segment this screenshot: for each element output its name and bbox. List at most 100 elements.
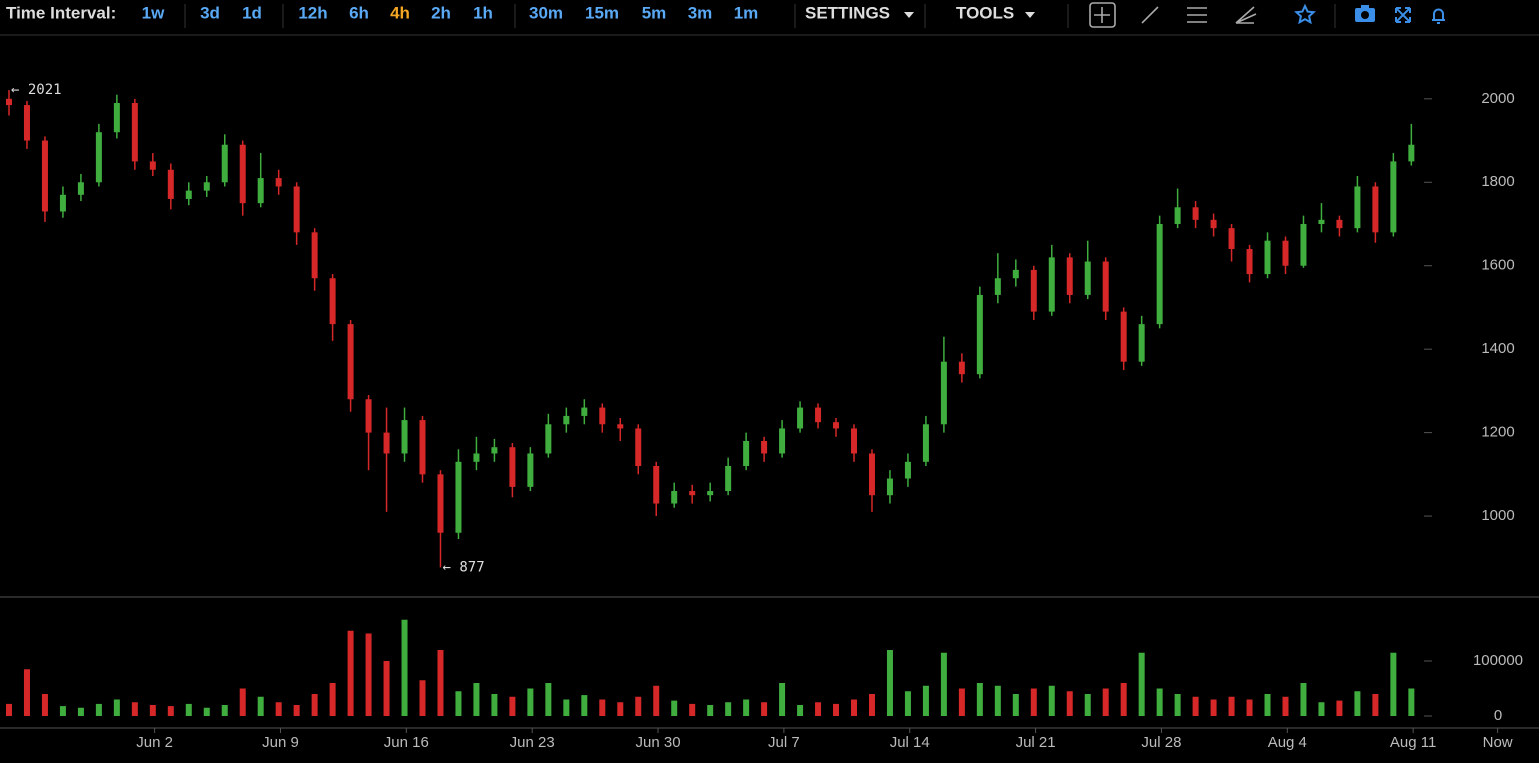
candle-body	[545, 424, 552, 454]
candle-body	[1120, 311, 1127, 362]
fullscreen-icon[interactable]	[1395, 7, 1411, 23]
volume-bar	[419, 680, 426, 717]
volume-bar	[635, 696, 642, 717]
candle-body	[131, 103, 138, 162]
volume-bar	[815, 702, 822, 717]
volume-bar	[1300, 682, 1307, 717]
volume-bar	[5, 703, 12, 717]
candle-body	[1408, 144, 1415, 162]
volume-bar	[1192, 696, 1199, 717]
interval-button[interactable]: 1d	[242, 3, 262, 22]
y-tick-label: 1000	[1481, 507, 1514, 524]
camera-icon[interactable]	[1355, 5, 1375, 22]
favorite-icon[interactable]	[1294, 3, 1316, 25]
interval-button[interactable]: 30m	[529, 3, 563, 22]
interval-button[interactable]: 15m	[585, 3, 619, 22]
volume-bar	[329, 682, 336, 717]
x-tick-label: Jun 9	[262, 734, 299, 751]
x-tick-label: Jul 28	[1141, 734, 1181, 751]
candle-body	[1030, 269, 1037, 312]
interval-button[interactable]: 3d	[200, 3, 220, 22]
interval-button[interactable]: 12h	[298, 3, 327, 22]
candle-body	[599, 407, 606, 425]
volume-bar	[563, 699, 570, 717]
crosshair-icon[interactable]	[1094, 7, 1110, 23]
volume-bar	[275, 702, 282, 717]
candle-body	[1282, 240, 1289, 266]
volume-bar	[527, 688, 534, 717]
candle-body	[635, 428, 642, 466]
volume-bar	[617, 702, 624, 717]
y-tick-label: 1800	[1481, 173, 1514, 190]
volume-bar	[41, 694, 48, 717]
candle-body	[23, 105, 30, 141]
candle-body	[1372, 186, 1379, 233]
interval-button[interactable]: 1w	[142, 3, 165, 22]
interval-button[interactable]: 5m	[642, 3, 667, 22]
candle-body	[275, 178, 282, 187]
line-tool[interactable]	[1141, 6, 1159, 24]
interval-button[interactable]: 3m	[688, 3, 713, 22]
volume-bar	[1408, 688, 1415, 717]
x-tick-label: Aug 4	[1268, 734, 1307, 751]
candle-body	[311, 232, 318, 279]
volume-bar	[868, 694, 875, 717]
menu-button[interactable]: SETTINGS	[805, 3, 890, 22]
volume-bar	[293, 705, 300, 717]
volume-bar	[1012, 694, 1019, 717]
candle-body	[1246, 249, 1253, 275]
candle-body	[1354, 186, 1361, 229]
volume-bar	[886, 649, 893, 717]
interval-button[interactable]: 2h	[431, 3, 451, 22]
separators	[184, 4, 1336, 28]
candle-body	[437, 474, 444, 533]
candle-body	[95, 132, 102, 183]
candle-body	[1264, 240, 1271, 275]
candle-body	[1228, 228, 1235, 250]
menu-caret[interactable]	[1025, 12, 1035, 18]
menu-caret[interactable]	[904, 12, 914, 18]
candle-body	[59, 194, 66, 212]
tool-icons[interactable]	[1089, 2, 1445, 28]
candle-body	[653, 465, 660, 504]
volume-bar	[311, 694, 318, 717]
candle-body	[904, 461, 911, 479]
volume-bar	[1120, 682, 1127, 717]
candle-body	[815, 407, 822, 423]
candle-body	[41, 140, 48, 212]
menu-button[interactable]: TOOLS	[956, 3, 1014, 22]
y-tick-label: 2000	[1481, 90, 1514, 107]
candle-body	[1192, 207, 1199, 220]
candle-body	[419, 420, 426, 475]
volume-bar	[113, 699, 120, 717]
volume-bar	[1336, 700, 1343, 717]
crosshair-tool[interactable]	[1089, 2, 1116, 28]
candle-body	[221, 144, 228, 183]
interval-button[interactable]: 4h	[390, 3, 410, 22]
interval-button[interactable]: 1h	[473, 3, 493, 22]
volume-bar	[851, 699, 858, 717]
volume-bar	[23, 669, 30, 717]
volume-bar	[257, 696, 264, 717]
hline-tool[interactable]	[1187, 7, 1207, 23]
volume-bar	[976, 682, 983, 717]
volume-bar	[401, 619, 408, 717]
candle-body	[940, 361, 947, 425]
x-tick-label: Jun 30	[636, 734, 681, 751]
volume-bar	[904, 691, 911, 717]
volume-bar	[131, 702, 138, 717]
volume-bar	[994, 685, 1001, 717]
alert-icon[interactable]	[1432, 8, 1445, 24]
volume-bar	[509, 696, 516, 717]
volume-bar	[1210, 699, 1217, 717]
candle-body	[1300, 224, 1307, 266]
volume-bar	[167, 706, 174, 717]
fan-tool[interactable]	[1235, 6, 1257, 24]
extreme-label: ← 877	[442, 559, 484, 575]
interval-button[interactable]: 6h	[349, 3, 369, 22]
interval-button[interactable]: 1m	[734, 3, 759, 22]
volume-bar	[1048, 685, 1055, 717]
candle-body	[797, 407, 804, 429]
